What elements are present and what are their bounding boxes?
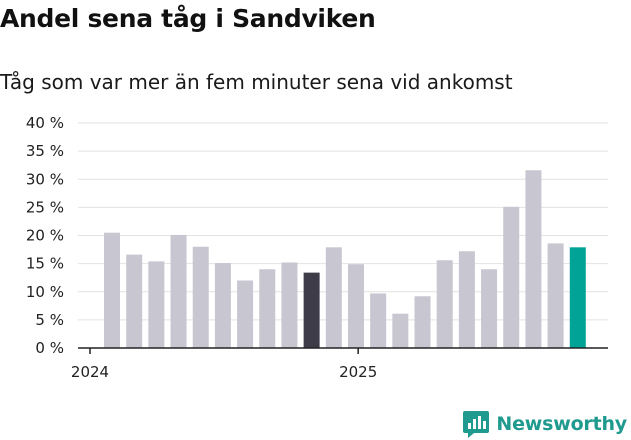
- y-tick-label: 5 %: [35, 311, 64, 329]
- chart-title: Andel sena tåg i Sandviken: [0, 4, 376, 33]
- y-tick-label: 30 %: [26, 170, 64, 188]
- chart-subtitle: Tåg som var mer än fem minuter sena vid …: [0, 70, 513, 94]
- bar: [525, 170, 542, 348]
- x-tick-label: 2025: [339, 363, 377, 381]
- bar: [458, 251, 475, 348]
- bar: [126, 254, 143, 348]
- bar: [347, 264, 364, 348]
- bar: [148, 261, 165, 348]
- bar: [569, 247, 586, 348]
- bar: [214, 263, 231, 348]
- x-tick-label: 2024: [71, 363, 109, 381]
- bar: [237, 280, 254, 348]
- bar: [414, 296, 431, 348]
- y-tick-label: 15 %: [26, 255, 64, 273]
- bar: [436, 260, 453, 348]
- newsworthy-logo-icon: [463, 411, 490, 438]
- bar: [392, 313, 409, 348]
- bar: [303, 272, 320, 348]
- y-tick-label: 40 %: [26, 114, 64, 132]
- newsworthy-brand: Newsworthy: [462, 408, 627, 440]
- bar: [547, 243, 564, 348]
- y-tick-label: 10 %: [26, 283, 64, 301]
- bar: [104, 232, 120, 348]
- bars: [104, 170, 586, 348]
- bar: [170, 234, 187, 348]
- bar: [281, 262, 298, 348]
- bar: [481, 269, 498, 348]
- bar: [370, 293, 387, 348]
- bar: [503, 206, 520, 348]
- y-tick-label: 20 %: [26, 227, 64, 245]
- grid-lines: [78, 122, 608, 321]
- brand-name: Newsworthy: [496, 413, 627, 435]
- bar: [325, 247, 342, 348]
- y-tick-label: 25 %: [26, 198, 64, 216]
- x-axis-tick-labels: 2024 2025: [71, 348, 377, 381]
- bar: [192, 246, 209, 348]
- y-tick-label: 0 %: [35, 339, 64, 357]
- bar: [259, 269, 276, 348]
- y-axis-tick-labels: 0 % 5 % 10 % 15 % 20 % 25 % 30 % 35 % 40 %: [26, 114, 64, 357]
- y-tick-label: 35 %: [26, 142, 64, 160]
